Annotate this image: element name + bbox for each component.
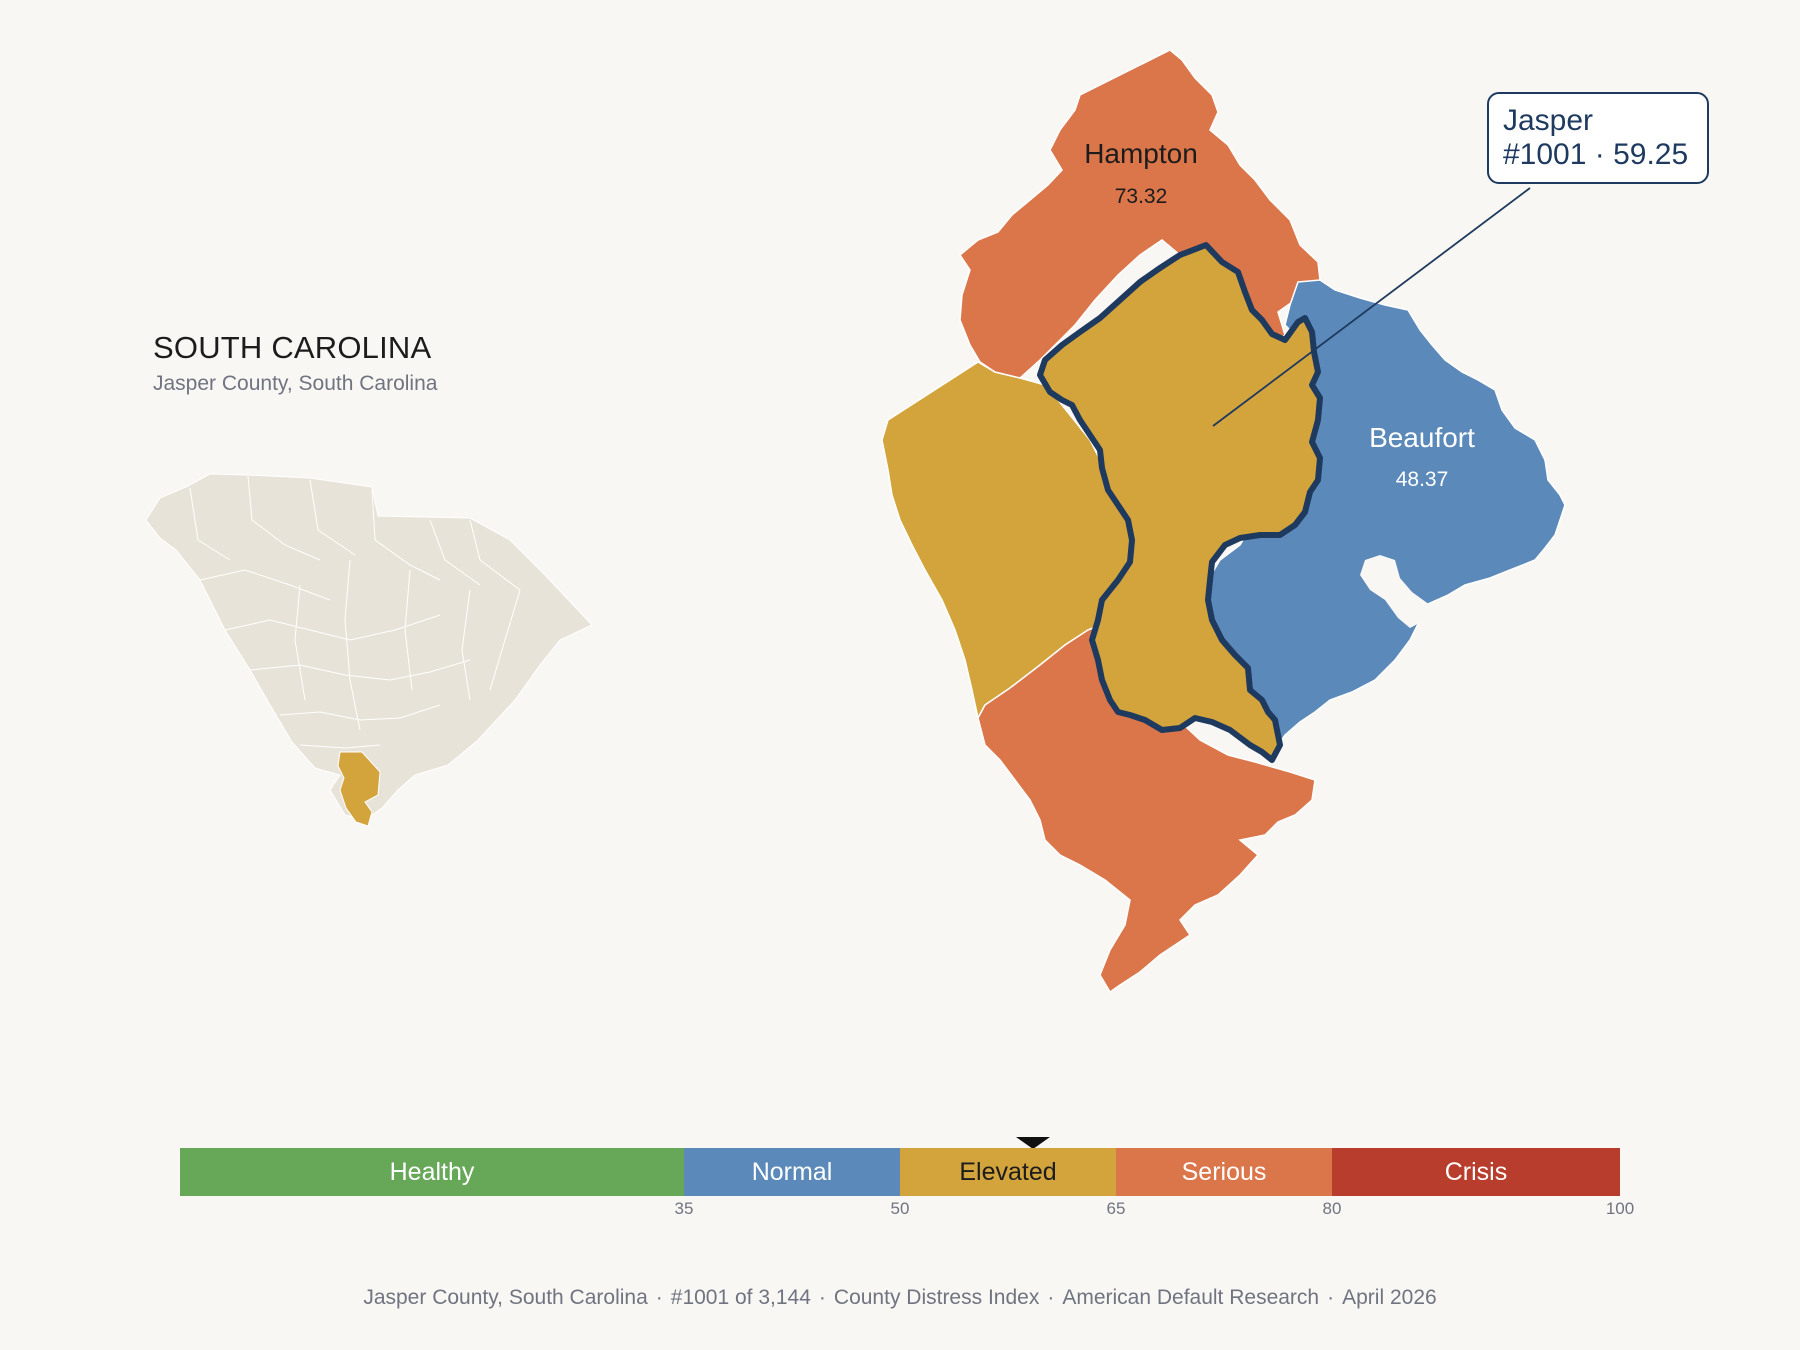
inset-jasper-highlight — [337, 751, 381, 827]
inset-state-map — [145, 473, 593, 827]
footer: Jasper County, South Carolina · #1001 of 3… — [0, 1286, 1800, 1310]
legend-segment-normal: Normal — [684, 1148, 900, 1196]
inset-county-lines — [189, 475, 521, 749]
footer-item: County Distress Index — [833, 1286, 1040, 1309]
distress-legend: Healthy Normal Elevated Serious Crisis — [180, 1148, 1620, 1196]
score-marker — [1016, 1137, 1051, 1149]
legend-segment-serious: Serious — [1116, 1148, 1332, 1196]
state-subtitle: Jasper County, South Carolina — [153, 372, 438, 395]
footer-item: #1001 of 3,144 — [670, 1286, 811, 1309]
footer-separator: · — [818, 1286, 826, 1309]
legend-tick: 65 — [1106, 1199, 1126, 1218]
hampton-name-label: Hampton — [1084, 138, 1198, 169]
state-title: SOUTH CAROLINA — [153, 330, 432, 365]
callout-rank-score: #1001 · 59.25 — [1503, 138, 1689, 171]
legend-segment-healthy: Healthy — [180, 1148, 684, 1196]
footer-separator: · — [1047, 1286, 1055, 1309]
footer-item: Jasper County, South Carolina — [363, 1286, 648, 1309]
legend-tick: 80 — [1322, 1199, 1342, 1218]
jasper-callout: Jasper #1001 · 59.25 — [1487, 92, 1709, 184]
callout-leader-line — [1212, 187, 1531, 427]
legend-segment-crisis: Crisis — [1332, 1148, 1620, 1196]
beaufort-score-label: 48.37 — [1396, 468, 1449, 491]
footer-separator: · — [1327, 1286, 1335, 1309]
footer-separator: · — [655, 1286, 663, 1309]
county-jasper — [1037, 242, 1323, 763]
footer-item: April 2026 — [1342, 1286, 1437, 1309]
hampton-score-label: 73.32 — [1115, 185, 1168, 208]
footer-item: American Default Research — [1062, 1286, 1320, 1309]
beaufort-bay — [1360, 555, 1430, 628]
legend-tick: 35 — [674, 1199, 694, 1218]
beaufort-name-label: Beaufort — [1369, 422, 1475, 453]
legend-tick: 50 — [890, 1199, 910, 1218]
legend-tick: 100 — [1605, 1199, 1635, 1218]
legend-segment-elevated: Elevated — [900, 1148, 1116, 1196]
callout-county-name: Jasper — [1503, 104, 1594, 137]
